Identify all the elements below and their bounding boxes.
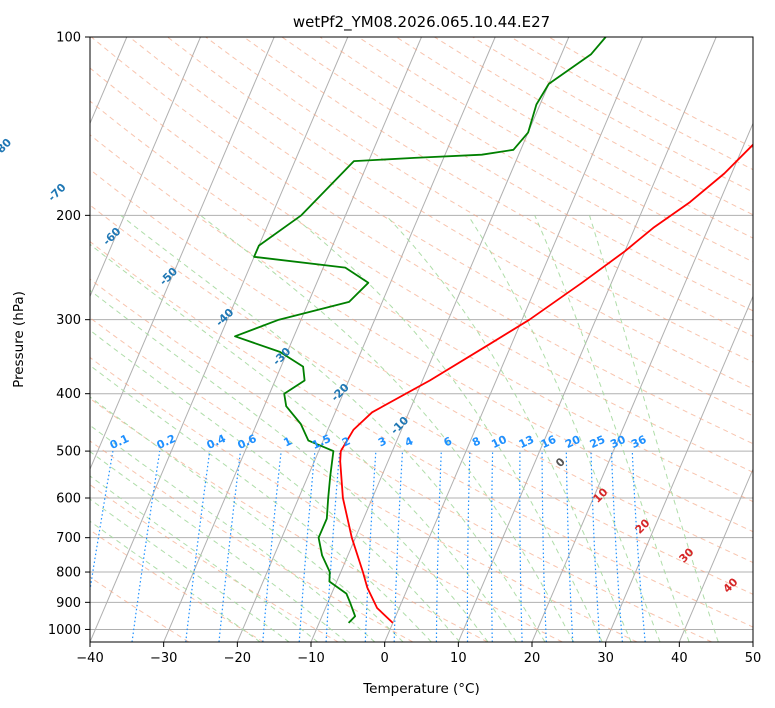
moist-adiabat-line bbox=[90, 498, 290, 642]
y-tick-label: 800 bbox=[56, 566, 81, 581]
mixing-ratio-line bbox=[131, 451, 161, 642]
moist-adiabat-line bbox=[90, 289, 489, 642]
moist-adiabat-line bbox=[200, 214, 575, 642]
dewpoint-profile bbox=[234, 37, 607, 624]
x-axis-label: Temperature (°C) bbox=[362, 681, 480, 697]
dry-adiabat-line bbox=[90, 484, 339, 642]
y-tick-label: 100 bbox=[56, 31, 81, 46]
x-tick-label: −10 bbox=[297, 651, 324, 666]
x-tick-label: 30 bbox=[597, 651, 614, 666]
y-tick-label: 1000 bbox=[48, 623, 81, 638]
dry-adiabat-line bbox=[90, 397, 488, 642]
moist-adiabat-line bbox=[90, 475, 319, 642]
moist-adiabat-line bbox=[291, 214, 603, 642]
moist-adiabat-line bbox=[467, 215, 661, 642]
y-tick-label: 600 bbox=[56, 492, 81, 507]
x-tick-label: 10 bbox=[450, 651, 467, 666]
y-axis-label: Pressure (hPa) bbox=[11, 291, 27, 388]
isotherm-line bbox=[90, 37, 349, 642]
x-tick-label: 0 bbox=[381, 651, 389, 666]
x-tick-label: −20 bbox=[224, 651, 251, 666]
mixing-ratio-label: 16 bbox=[539, 433, 559, 451]
mixing-ratio-line bbox=[631, 451, 646, 642]
mixing-ratio-label: 36 bbox=[629, 433, 649, 451]
isotherm-line bbox=[531, 122, 753, 642]
mixing-ratio-label: 30 bbox=[608, 433, 628, 451]
isotherm-line bbox=[457, 37, 717, 642]
x-tick-label: 50 bbox=[745, 651, 762, 666]
dry-adiabat-line bbox=[90, 204, 753, 595]
isotherm-line bbox=[678, 467, 753, 642]
x-tick-label: 20 bbox=[524, 651, 541, 666]
dry-adiabat-line bbox=[90, 134, 753, 533]
dry-adiabat-line bbox=[205, 37, 753, 363]
mixing-ratio-line bbox=[298, 451, 316, 642]
moist-adiabat-line bbox=[90, 520, 261, 642]
y-tick-label: 400 bbox=[56, 387, 81, 402]
dry-adiabat-line bbox=[281, 37, 753, 312]
isotherm-line bbox=[163, 37, 422, 642]
y-tick-label: 900 bbox=[56, 596, 81, 611]
mixing-ratio-label: 20 bbox=[563, 433, 583, 451]
temperature-profile bbox=[339, 143, 753, 624]
plot-frame bbox=[89, 36, 754, 643]
isotherm-line bbox=[90, 37, 275, 471]
moist-adiabat-line bbox=[90, 396, 404, 642]
isotherm-line bbox=[90, 37, 201, 298]
moist-adiabat-line bbox=[120, 214, 546, 642]
mixing-ratio-line bbox=[262, 451, 282, 642]
mixing-ratio-line bbox=[218, 451, 242, 642]
dry-adiabat-line bbox=[90, 67, 753, 473]
isotherm-line bbox=[384, 37, 643, 642]
x-tick-label: −40 bbox=[76, 651, 103, 666]
moist-adiabat-line bbox=[589, 215, 719, 642]
y-tick-label: 300 bbox=[56, 313, 81, 328]
mixing-ratio-label: 13 bbox=[517, 433, 536, 451]
moist-adiabat-line bbox=[90, 329, 461, 642]
mixing-ratio-line bbox=[90, 450, 114, 594]
moist-adiabat-line bbox=[90, 243, 517, 642]
x-tick-label: 40 bbox=[671, 651, 688, 666]
dry-adiabat-line bbox=[90, 168, 753, 564]
chart-title: wetPf2_YM08.2026.065.10.44.E27 bbox=[293, 13, 550, 32]
mixing-ratio-label: 10 bbox=[489, 433, 509, 451]
isotherm-line bbox=[605, 295, 753, 642]
dry-adiabat-line bbox=[90, 356, 563, 642]
moist-adiabat-line bbox=[385, 214, 632, 642]
x-tick-label: −30 bbox=[150, 651, 177, 666]
mixing-ratio-line bbox=[185, 451, 211, 642]
isotherm-line bbox=[236, 37, 496, 642]
moist-adiabat-line bbox=[90, 424, 376, 642]
y-tick-label: 500 bbox=[56, 445, 81, 460]
dry-adiabat-line bbox=[90, 440, 414, 642]
y-tick-label: 200 bbox=[56, 209, 81, 224]
dry-adiabat-line bbox=[90, 241, 753, 628]
mixing-ratio-label: 25 bbox=[588, 433, 607, 451]
moist-adiabat-line bbox=[90, 364, 432, 642]
dry-adiabat-line bbox=[129, 37, 753, 417]
y-tick-label: 700 bbox=[56, 531, 81, 546]
moist-adiabat-line bbox=[534, 215, 690, 642]
